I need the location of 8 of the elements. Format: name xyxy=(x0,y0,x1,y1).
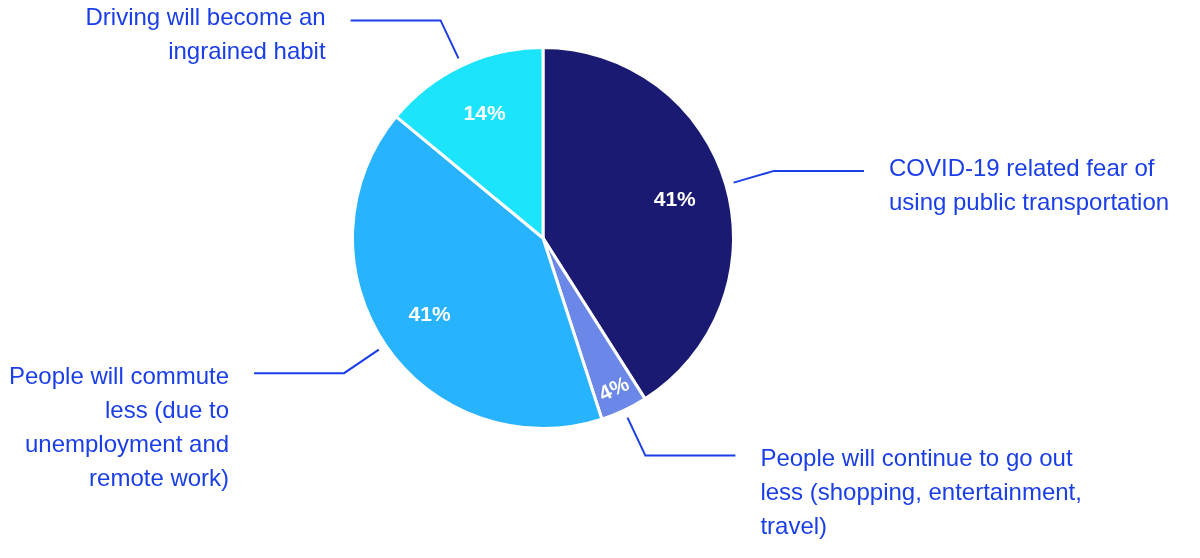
data-label: 4% xyxy=(595,371,633,406)
slice-label: People will commute less (due to unemployment and remote work) xyxy=(8,361,230,491)
slice-label: COVID-19 related fear of using public transportation xyxy=(888,153,1170,215)
slice-label: People will continue to go out less (shopping, entertainment, travel) xyxy=(760,444,1082,540)
data-label: 41% xyxy=(653,186,697,210)
slice-label: Driving will become an ingrained habit xyxy=(85,3,326,65)
data-label: 14% xyxy=(463,100,506,124)
data-label: 41% xyxy=(408,301,451,325)
